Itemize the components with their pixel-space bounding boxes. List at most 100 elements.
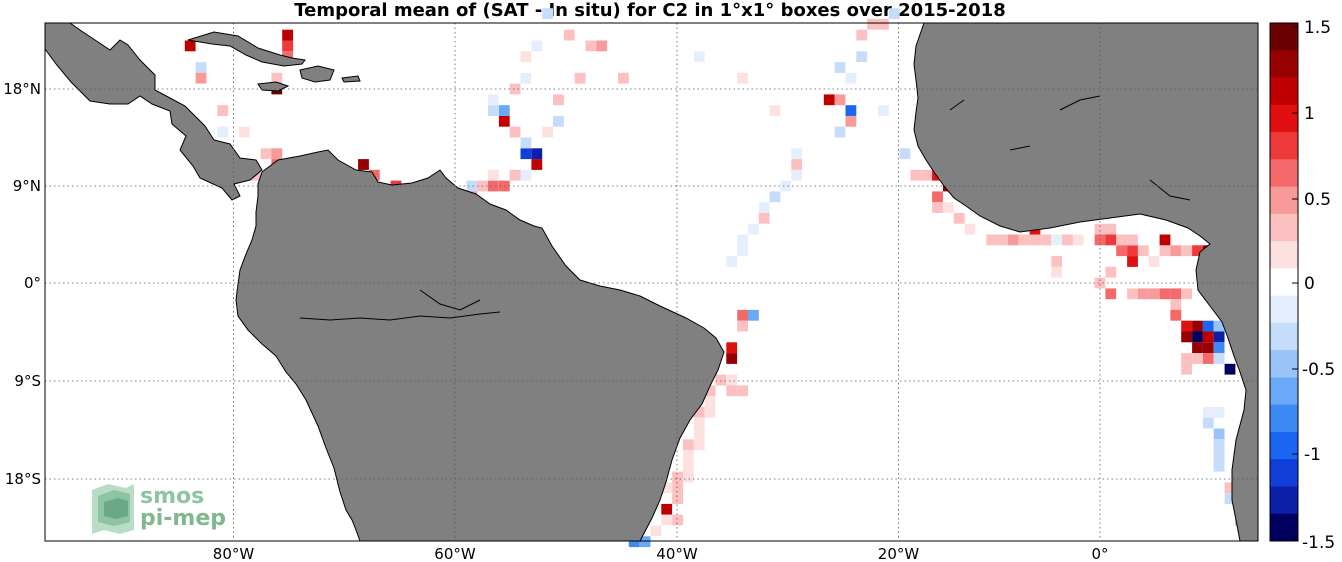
heatmap-cell xyxy=(726,342,738,354)
heatmap-cell xyxy=(1170,245,1182,257)
heatmap-cell xyxy=(769,105,781,116)
heatmap-cell xyxy=(867,18,878,30)
lat-label: 9°N xyxy=(13,177,41,195)
heatmap-cell xyxy=(834,126,846,138)
heatmap-cell xyxy=(693,417,705,429)
heatmap-cell xyxy=(520,137,532,149)
colorbar-segment xyxy=(1270,50,1298,79)
colorbar-segment xyxy=(1270,213,1298,242)
heatmap-cell xyxy=(271,148,283,160)
colorbar-segments xyxy=(1270,23,1298,542)
colorbar-segment xyxy=(1270,350,1298,378)
lon-label: 20°W xyxy=(878,545,920,562)
heatmap-cell xyxy=(509,83,521,95)
land-central-america xyxy=(44,22,263,201)
heatmap-cell xyxy=(899,148,911,160)
heatmap-cell xyxy=(650,525,662,537)
land-south-america xyxy=(235,149,725,542)
heatmap-cell xyxy=(520,51,532,63)
heatmap-cell xyxy=(1116,234,1127,246)
heatmap-cell xyxy=(1202,417,1214,429)
heatmap-cell xyxy=(1148,288,1160,300)
heatmap-cell xyxy=(542,126,553,138)
colorbar-segment xyxy=(1270,268,1298,297)
heatmap-cell xyxy=(217,105,229,116)
heatmap-cell xyxy=(639,536,651,548)
smos-pi-mep-logo: smos pi-mep xyxy=(92,484,226,534)
colorbar-segment xyxy=(1270,486,1298,515)
heatmap-cell xyxy=(1062,234,1073,246)
heatmap-cell xyxy=(531,40,543,52)
heatmap-cell xyxy=(726,353,738,364)
heatmap-cell xyxy=(791,148,803,160)
map-panel xyxy=(44,8,1259,548)
heatmap-cell xyxy=(791,159,803,170)
heatmap-cell xyxy=(1224,363,1236,375)
heatmap-cell xyxy=(683,471,694,483)
heatmap-cell xyxy=(488,94,499,106)
heatmap-cell xyxy=(704,385,716,397)
heatmap-cell xyxy=(780,180,792,192)
heatmap-cell xyxy=(195,72,207,84)
heatmap-cell xyxy=(856,51,868,63)
heatmap-cell xyxy=(1051,266,1063,278)
land-detail-lines xyxy=(299,95,1191,321)
heatmap-cell xyxy=(184,40,196,52)
colorbar-tick-label: 1.5 xyxy=(1304,18,1331,38)
colorbar-segment xyxy=(1270,459,1298,487)
heatmap-cell xyxy=(888,8,900,19)
colorbar: 1.5 1 0.5 0 -0.5 -1 -1.5 xyxy=(1269,18,1335,553)
heatmap-cell xyxy=(260,148,272,160)
heatmap-cell xyxy=(1181,288,1192,300)
heatmap-cell xyxy=(1148,256,1160,267)
heatmap-cell xyxy=(1202,353,1214,364)
lon-label: 0° xyxy=(1091,545,1108,562)
heatmap-cell xyxy=(1159,245,1171,257)
heatmap-cell xyxy=(1213,460,1225,472)
heatmap-cell xyxy=(661,482,673,494)
colorbar-tick-label: 1 xyxy=(1304,104,1315,124)
land-puerto-rico xyxy=(341,75,361,83)
colorbar-segment xyxy=(1270,322,1298,351)
colorbar-tick-label: -0.5 xyxy=(1302,360,1335,380)
heatmap-cell xyxy=(856,29,868,41)
colorbar-segment xyxy=(1270,431,1298,460)
heatmap-cell xyxy=(715,374,727,386)
heatmap-cell xyxy=(618,72,629,84)
heatmap-cell xyxy=(683,460,694,472)
colorbar-segment xyxy=(1270,377,1298,406)
colorbar-segment xyxy=(1270,186,1298,215)
heatmap-cell xyxy=(1213,450,1225,461)
lon-axis-labels: 80°W 60°W 40°W 20°W 0° xyxy=(213,545,1109,562)
heatmap-cell xyxy=(1137,288,1149,300)
heatmap-cell xyxy=(845,72,857,84)
heatmap-cell xyxy=(553,115,564,127)
heatmap-cell xyxy=(769,191,781,203)
heatmap-cell xyxy=(498,105,510,116)
heatmap-cell xyxy=(1181,245,1192,257)
heatmap-cell xyxy=(845,115,857,127)
map-title: Temporal mean of (SAT - In situ) for C2 … xyxy=(294,0,1005,21)
heatmap-cell xyxy=(661,514,673,526)
heatmap-cell xyxy=(1094,223,1106,235)
heatmap-cell xyxy=(683,450,694,461)
heatmap-cell xyxy=(1159,288,1171,300)
heatmap-cell xyxy=(1105,223,1117,235)
heatmap-cell xyxy=(488,105,499,116)
heatmap-cell xyxy=(672,493,683,504)
heatmap-cell xyxy=(737,234,748,246)
logo-icon xyxy=(92,484,134,534)
heatmap-cell xyxy=(358,159,369,170)
logo-text-smos: smos xyxy=(140,484,204,509)
colorbar-ticks xyxy=(1292,26,1298,538)
heatmap-cell xyxy=(282,29,293,41)
heatmap-cell xyxy=(1213,428,1225,440)
heatmap-cell xyxy=(693,439,705,451)
heatmap-cell xyxy=(878,105,889,116)
colorbar-tick-label: -1 xyxy=(1304,445,1321,465)
heatmap-cell xyxy=(672,482,683,494)
colorbar-segment xyxy=(1270,77,1298,106)
heatmap-cell xyxy=(1127,256,1138,267)
heatmap-cell xyxy=(1051,256,1063,267)
heatmap-cell xyxy=(1159,234,1171,246)
